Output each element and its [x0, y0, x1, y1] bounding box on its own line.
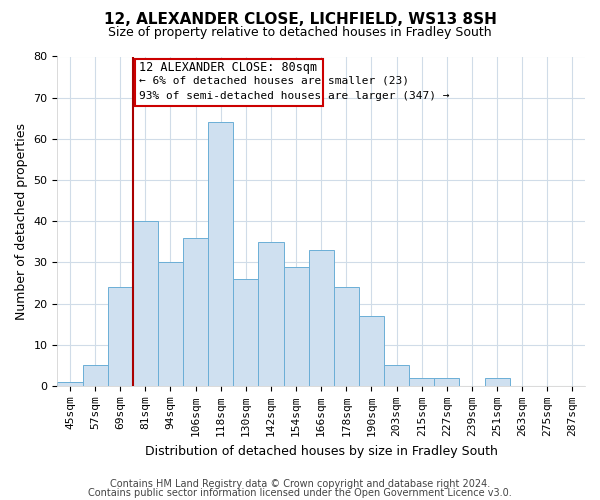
FancyBboxPatch shape [135, 58, 323, 106]
Text: 93% of semi-detached houses are larger (347) →: 93% of semi-detached houses are larger (… [139, 90, 449, 101]
Text: Contains HM Land Registry data © Crown copyright and database right 2024.: Contains HM Land Registry data © Crown c… [110, 479, 490, 489]
Text: ← 6% of detached houses are smaller (23): ← 6% of detached houses are smaller (23) [139, 76, 409, 86]
Text: Contains public sector information licensed under the Open Government Licence v3: Contains public sector information licen… [88, 488, 512, 498]
Bar [284, 266, 308, 386]
Bar [183, 238, 208, 386]
Bar [83, 366, 107, 386]
Text: 12 ALEXANDER CLOSE: 80sqm: 12 ALEXANDER CLOSE: 80sqm [139, 60, 317, 74]
Bar [208, 122, 233, 386]
Bar [233, 279, 259, 386]
Bar [334, 287, 359, 386]
Y-axis label: Number of detached properties: Number of detached properties [15, 122, 28, 320]
Bar [259, 242, 284, 386]
X-axis label: Distribution of detached houses by size in Fradley South: Distribution of detached houses by size … [145, 444, 497, 458]
Text: 12, ALEXANDER CLOSE, LICHFIELD, WS13 8SH: 12, ALEXANDER CLOSE, LICHFIELD, WS13 8SH [104, 12, 496, 28]
Bar [485, 378, 509, 386]
Text: Size of property relative to detached houses in Fradley South: Size of property relative to detached ho… [108, 26, 492, 39]
Bar [58, 382, 83, 386]
Bar [133, 221, 158, 386]
Bar [434, 378, 460, 386]
Bar [158, 262, 183, 386]
Bar [359, 316, 384, 386]
Bar [107, 287, 133, 386]
Bar [409, 378, 434, 386]
Bar [308, 250, 334, 386]
Bar [384, 366, 409, 386]
